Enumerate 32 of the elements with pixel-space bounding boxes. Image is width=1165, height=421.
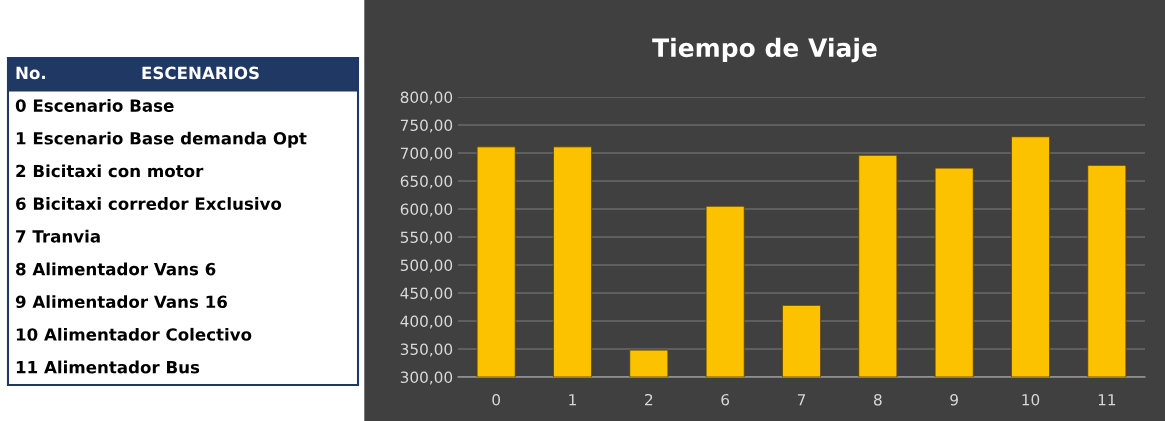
y-tick-label: 500,00: [400, 259, 453, 273]
x-tick-label: 9: [950, 393, 958, 406]
text: 1 Escenario Base demanda Opt: [16, 131, 307, 148]
x-tick-label: 2: [645, 393, 653, 406]
chart-title: Tiempo de Viaje: [652, 37, 877, 63]
x-tick-label: 7: [797, 394, 806, 406]
x-tick-label: 11: [1098, 394, 1116, 406]
y-tick-label: 650,00: [400, 175, 453, 189]
y-tick-label: 350,00: [400, 343, 453, 357]
text: 2 Bicitaxi con motor: [16, 164, 204, 178]
x-tick-label: 8: [874, 393, 882, 406]
text: No.: [16, 66, 46, 80]
text: ESCENARIOS: [142, 66, 259, 80]
text: 9 Alimentador Vans 16: [15, 295, 227, 309]
y-tick-label: 800,00: [400, 91, 453, 105]
text: 7 Tranvia: [16, 229, 100, 243]
text: 10 Alimentador Colectivo: [16, 327, 252, 341]
text: 11 Alimentador Bus: [16, 360, 200, 374]
y-tick-label: 550,00: [400, 231, 453, 245]
x-tick-label: 0: [492, 393, 501, 406]
x-tick-label: 1: [569, 394, 576, 406]
text: 6 Bicitaxi corredor Exclusivo: [16, 197, 282, 210]
y-tick-label: 450,00: [400, 287, 453, 301]
x-tick-label: 6: [721, 393, 730, 406]
y-tick-label: 400,00: [400, 315, 453, 329]
text: 8 Alimentador Vans 6: [16, 262, 216, 276]
y-tick-label: 600,00: [400, 203, 453, 217]
y-tick-label: 750,00: [400, 119, 453, 133]
y-tick-label: 700,00: [400, 147, 453, 161]
text: 0 Escenario Base: [15, 98, 174, 112]
y-tick-label: 300,00: [400, 371, 453, 385]
x-tick-label: 10: [1022, 393, 1040, 406]
